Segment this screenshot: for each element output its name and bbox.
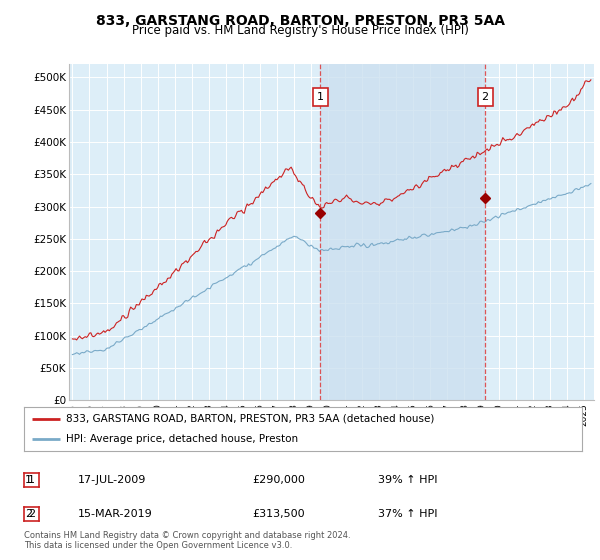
Text: 2: 2 (25, 509, 32, 519)
Text: 1: 1 (25, 475, 32, 486)
Text: 833, GARSTANG ROAD, BARTON, PRESTON, PR3 5AA (detached house): 833, GARSTANG ROAD, BARTON, PRESTON, PR3… (66, 414, 434, 424)
Text: Price paid vs. HM Land Registry's House Price Index (HPI): Price paid vs. HM Land Registry's House … (131, 24, 469, 37)
Text: £290,000: £290,000 (252, 475, 305, 486)
Text: 1: 1 (28, 475, 35, 485)
Text: 833, GARSTANG ROAD, BARTON, PRESTON, PR3 5AA: 833, GARSTANG ROAD, BARTON, PRESTON, PR3… (95, 14, 505, 28)
Text: HPI: Average price, detached house, Preston: HPI: Average price, detached house, Pres… (66, 434, 298, 444)
Text: 2: 2 (482, 92, 488, 102)
Text: £313,500: £313,500 (252, 509, 305, 519)
Text: 15-MAR-2019: 15-MAR-2019 (78, 509, 153, 519)
Text: 1: 1 (317, 92, 324, 102)
Text: 39% ↑ HPI: 39% ↑ HPI (378, 475, 437, 486)
Text: 2: 2 (28, 509, 35, 519)
Text: 37% ↑ HPI: 37% ↑ HPI (378, 509, 437, 519)
Text: 17-JUL-2009: 17-JUL-2009 (78, 475, 146, 486)
Bar (320, 64, 485, 400)
Text: Contains HM Land Registry data © Crown copyright and database right 2024.
This d: Contains HM Land Registry data © Crown c… (24, 530, 350, 550)
